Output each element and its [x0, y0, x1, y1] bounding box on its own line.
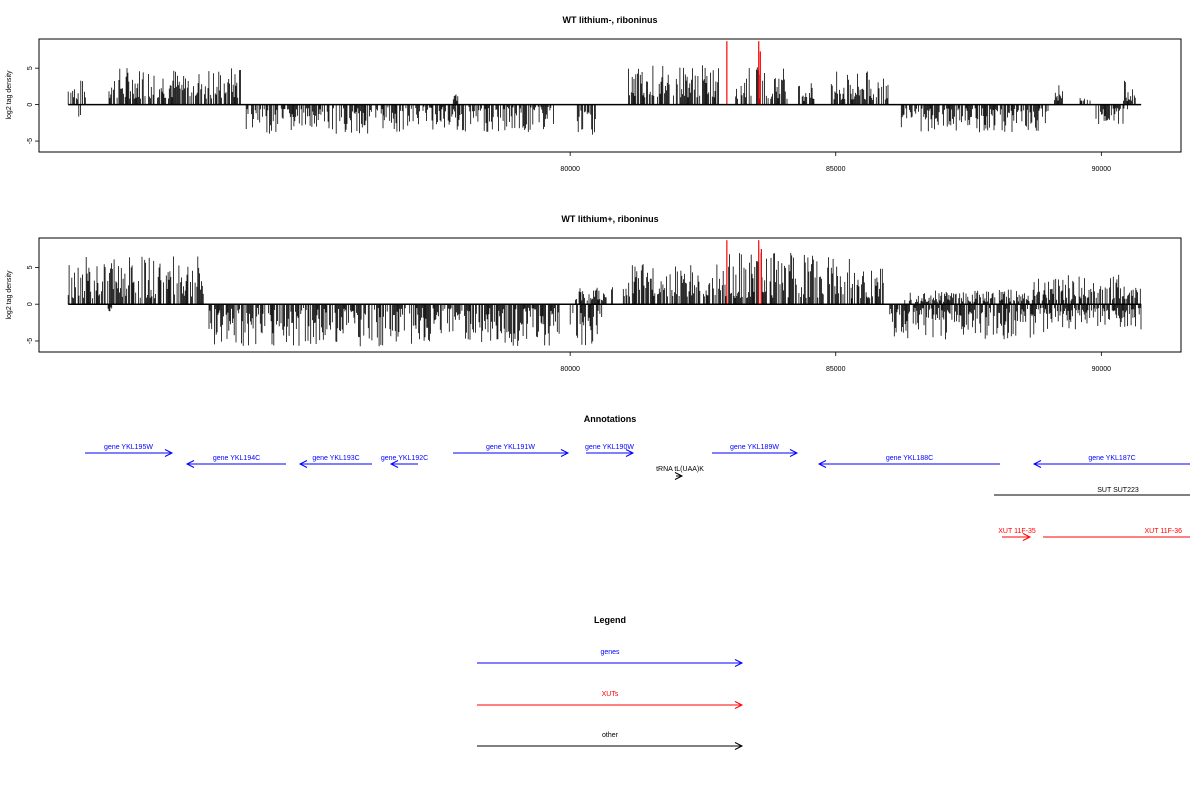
feature-label: SUT SUT223	[1097, 487, 1139, 494]
annotation-feature: gene YKL191W	[453, 444, 570, 457]
x-tick-label: 85000	[826, 166, 846, 173]
track-panel-lithium-minus: WT lithium-, riboninus log2 tag density …	[6, 15, 1182, 173]
arrowhead-right-icon	[625, 449, 635, 457]
arrowhead-right-icon	[734, 659, 744, 667]
feature-label: XUT 11F-35	[998, 528, 1036, 535]
legend-item: XUTs	[477, 691, 744, 709]
y-axis-label: log2 tag density	[6, 70, 13, 120]
feature-label: gene YKL191W	[486, 444, 535, 451]
annotation-features: gene YKL195W gene YKL194C gene YKL193C gene…	[85, 444, 1190, 541]
annotation-feature: gene YKL187C	[1032, 455, 1190, 468]
arrowhead-right-icon	[789, 449, 799, 457]
feature-label: XUT 11F-36	[1145, 528, 1183, 535]
track-title: WT lithium+, riboninus	[561, 214, 658, 224]
feature-label: gene YKL190W	[585, 444, 634, 451]
feature-label: gene YKL189W	[730, 444, 779, 451]
legend-items: genes XUTs other	[477, 649, 744, 750]
feature-label: gene YKL193C	[312, 455, 359, 462]
plot-frame	[38, 237, 1182, 353]
x-tick-label: 80000	[560, 366, 580, 373]
arrowhead-right-icon	[560, 449, 570, 457]
legend-label: XUTs	[602, 691, 619, 698]
annotation-feature: gene YKL189W	[712, 444, 799, 457]
annotations-title: Annotations	[584, 414, 637, 424]
legend: Legend genes XUTs other	[477, 615, 744, 750]
y-tick-label: -5	[27, 138, 34, 144]
y-tick-label: 5	[27, 265, 34, 269]
annotation-feature: XUT 11F-35	[998, 528, 1036, 541]
axes: -5 0 5 80000 85000 90000	[27, 265, 1111, 373]
feature-label: tRNA tL(UAA)K	[656, 466, 704, 473]
x-tick-label: 90000	[1092, 366, 1112, 373]
legend-title: Legend	[594, 615, 626, 625]
legend-item: genes	[477, 649, 744, 667]
annotation-feature: tRNA tL(UAA)K	[656, 466, 704, 480]
annotation-feature: gene YKL195W	[85, 444, 174, 457]
axes: -5 0 5 80000 85000 90000	[27, 66, 1111, 173]
arrowhead-right-icon	[164, 449, 174, 457]
arrowhead-right-icon	[734, 742, 744, 750]
y-tick-label: 0	[27, 103, 34, 107]
bar-series	[67, 41, 1142, 135]
arrowhead-left-icon	[817, 460, 827, 468]
arrowhead-right-icon	[734, 701, 744, 709]
feature-label: gene YKL192C	[381, 455, 428, 462]
y-tick-label: 5	[27, 66, 34, 70]
annotation-feature: gene YKL193C	[298, 455, 372, 468]
arrowhead-left-icon	[1032, 460, 1042, 468]
annotation-feature: gene YKL190W	[585, 444, 634, 457]
arrowhead-left-icon	[389, 460, 399, 468]
legend-item: other	[477, 732, 744, 750]
y-tick-label: 0	[27, 302, 34, 306]
plot-frame	[38, 38, 1182, 153]
x-tick-label: 90000	[1092, 166, 1112, 173]
bar-series	[67, 240, 1142, 347]
track-title: WT lithium-, riboninus	[563, 15, 658, 25]
arrowhead-left-icon	[185, 460, 195, 468]
legend-label: genes	[600, 649, 620, 656]
annotation-feature: gene YKL192C	[381, 455, 428, 468]
annotation-feature: SUT SUT223	[994, 487, 1190, 496]
feature-label: gene YKL188C	[886, 455, 933, 462]
x-tick-label: 85000	[826, 366, 846, 373]
track-panel-lithium-plus: WT lithium+, riboninus log2 tag density …	[6, 214, 1182, 373]
feature-label: gene YKL187C	[1088, 455, 1135, 462]
feature-label: gene YKL194C	[213, 455, 260, 462]
annotation-feature: gene YKL188C	[817, 455, 1000, 468]
arrowhead-right-icon	[674, 472, 684, 480]
y-tick-label: -5	[27, 338, 34, 344]
legend-label: other	[602, 732, 619, 739]
arrowhead-right-icon	[1022, 533, 1032, 541]
annotation-feature: gene YKL194C	[185, 455, 286, 468]
y-axis-label: log2 tag density	[6, 270, 13, 320]
x-tick-label: 80000	[560, 166, 580, 173]
arrowhead-left-icon	[298, 460, 308, 468]
feature-label: gene YKL195W	[104, 444, 153, 451]
annotation-feature: XUT 11F-36	[1043, 528, 1190, 538]
